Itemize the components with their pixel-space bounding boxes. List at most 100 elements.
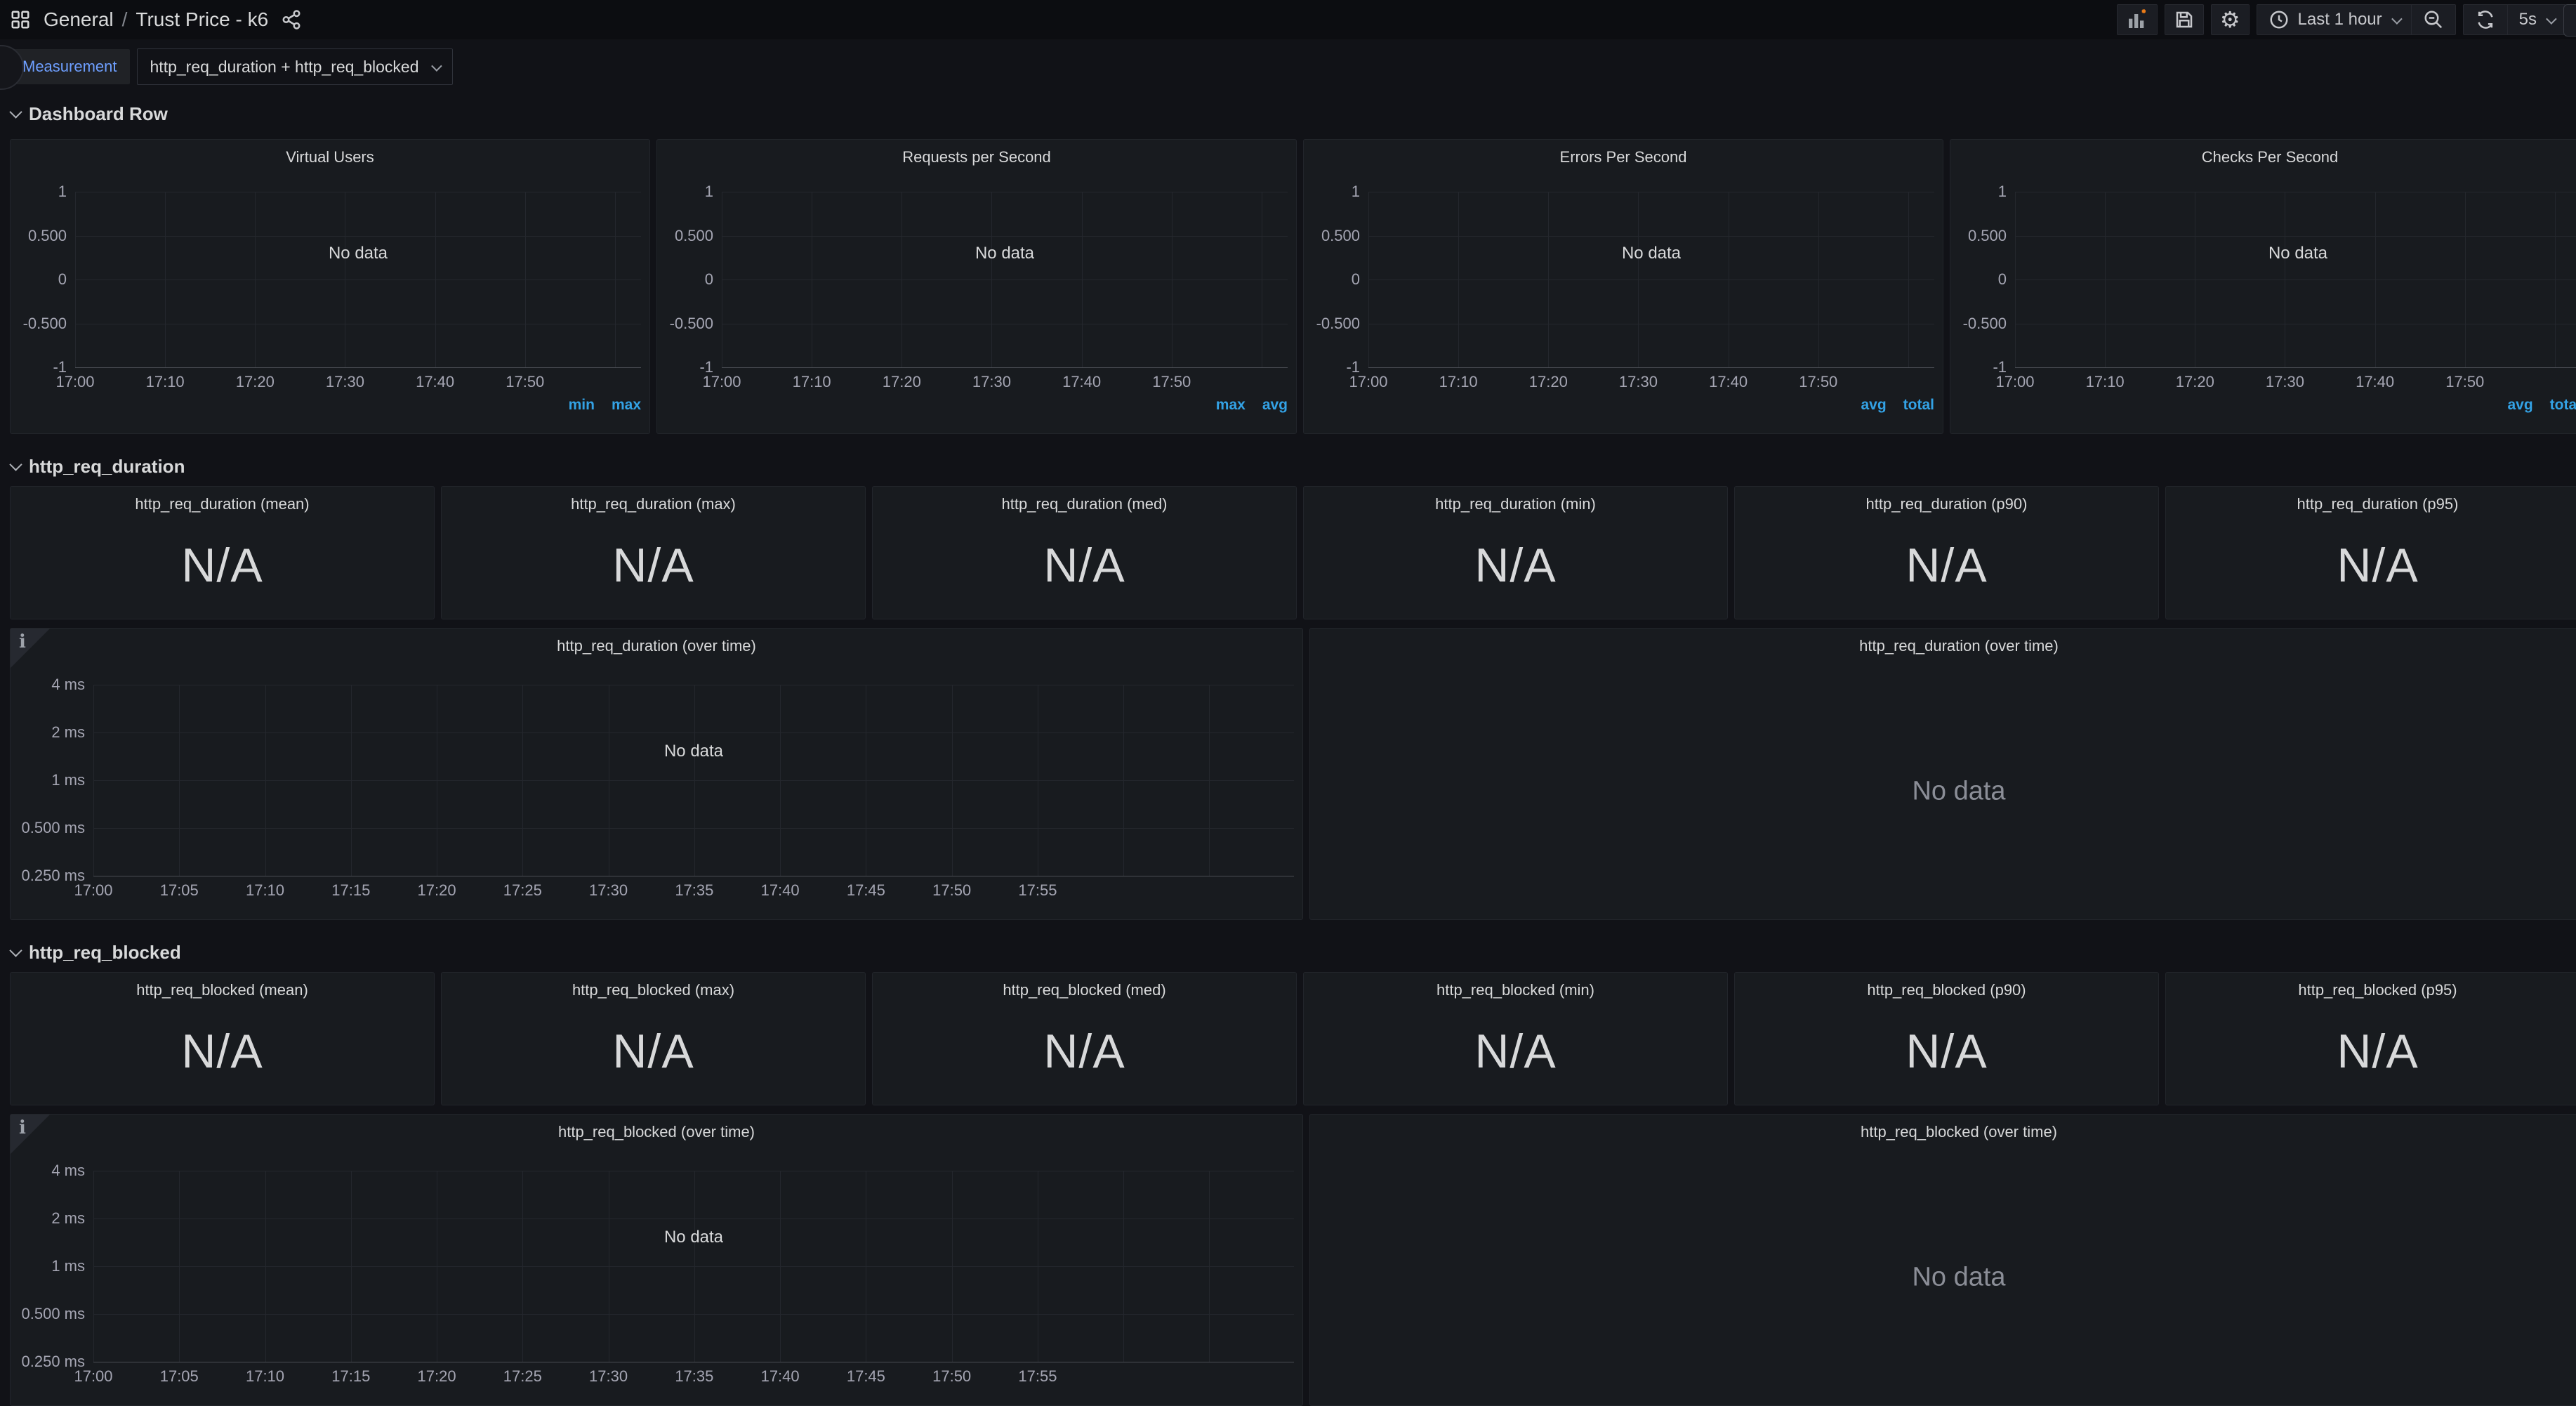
- x-axis-tick-label: 17:00: [1349, 373, 1388, 390]
- legend-item[interactable]: avg: [2507, 397, 2533, 413]
- dashboard-settings-button[interactable]: ⚙: [2210, 4, 2250, 35]
- panel-title[interactable]: http_req_duration (p90): [1865, 495, 2028, 513]
- panel-errors-per-second[interactable]: Errors Per Second 1 0.500 0 -0.500 -1 No data…: [1303, 139, 1943, 434]
- panel-title[interactable]: http_req_blocked (med): [1003, 981, 1166, 999]
- gridline-vertical: [1818, 192, 1819, 367]
- panel-title[interactable]: Virtual Users: [286, 148, 374, 166]
- gridline-vertical: [951, 685, 953, 876]
- legend-item[interactable]: max: [1215, 397, 1246, 413]
- legend-item[interactable]: total: [1903, 397, 1934, 413]
- panel-title[interactable]: http_req_duration (min): [1435, 495, 1596, 513]
- stat-http-req-duration-min[interactable]: http_req_duration (min) N/A: [1303, 486, 1728, 619]
- save-dashboard-button[interactable]: [2164, 4, 2204, 35]
- x-axis-tick-label: 17:20: [235, 373, 275, 390]
- time-range-picker[interactable]: Last 1 hour: [2257, 5, 2411, 34]
- no-data-message: No data: [1912, 776, 2006, 806]
- info-icon[interactable]: i: [19, 631, 26, 652]
- panel-info-corner[interactable]: [11, 629, 50, 668]
- breadcrumb-separator: /: [121, 8, 128, 30]
- dashboard-variables-row: Measurement http_req_duration + http_req…: [0, 45, 2576, 90]
- refresh-button[interactable]: [2464, 5, 2507, 34]
- x-axis-tick-label: 17:50: [1799, 373, 1838, 390]
- panel-title[interactable]: http_req_blocked (min): [1436, 981, 1594, 999]
- dashboards-grid-icon[interactable]: [10, 9, 31, 30]
- panel-title[interactable]: http_req_duration (mean): [135, 495, 310, 513]
- gridline-horizontal: [2015, 235, 2576, 237]
- panel-title[interactable]: http_req_blocked (mean): [136, 981, 308, 999]
- chevron-down-icon: [2546, 13, 2557, 25]
- share-icon[interactable]: [281, 9, 302, 30]
- stat-http-req-duration-p90[interactable]: http_req_duration (p90) N/A: [1734, 486, 2159, 619]
- panel-requests-per-second[interactable]: Requests per Second 1 0.500 0 -0.500 -1 No da…: [656, 139, 1297, 434]
- panel-virtual-users[interactable]: Virtual Users 1 0.500 0 -0.500 -1 No data 17:…: [10, 139, 650, 434]
- panel-legend: min max: [11, 391, 649, 414]
- stat-http-req-duration-med[interactable]: http_req_duration (med) N/A: [872, 486, 1297, 619]
- panel-http-req-duration-over-time-empty[interactable]: http_req_duration (over time) No data: [1309, 628, 2576, 920]
- panel-title[interactable]: Errors Per Second: [1559, 148, 1687, 166]
- gridline-vertical: [93, 1171, 94, 1362]
- stat-http-req-blocked-mean[interactable]: http_req_blocked (mean) N/A: [10, 972, 435, 1105]
- gridline-vertical: [694, 685, 695, 876]
- stat-http-req-duration-mean[interactable]: http_req_duration (mean) N/A: [10, 486, 435, 619]
- y-axis-tick-label: 2 ms: [51, 1209, 85, 1227]
- y-axis-tick-label: 0.500 ms: [21, 819, 86, 836]
- breadcrumb-folder[interactable]: General: [44, 8, 114, 30]
- gridline-horizontal: [93, 732, 1294, 733]
- panel-title[interactable]: http_req_blocked (over time): [557, 1123, 755, 1141]
- gridline-vertical: [435, 192, 436, 367]
- x-axis-tick-label: 17:15: [331, 1367, 371, 1385]
- http-req-duration-stats-row: http_req_duration (mean) N/A http_req_du…: [0, 486, 2576, 619]
- y-axis-tick-label: 4 ms: [51, 676, 85, 693]
- panel-http-req-blocked-over-time-empty[interactable]: http_req_blocked (over time) No data: [1309, 1114, 2576, 1406]
- legend-item[interactable]: min: [568, 397, 595, 413]
- row-header-http-req-duration[interactable]: http_req_duration: [9, 452, 2576, 480]
- panel-legend: max avg: [657, 391, 1296, 414]
- gridline-vertical: [1081, 192, 1083, 367]
- panel-title[interactable]: http_req_blocked (p90): [1867, 981, 2026, 999]
- y-axis-tick-label: 1 ms: [51, 771, 85, 789]
- stat-value: N/A: [1474, 1025, 1557, 1078]
- x-axis-tick-label: 17:50: [1152, 373, 1191, 390]
- panel-title[interactable]: http_req_duration (max): [571, 495, 736, 513]
- legend-item[interactable]: total: [2549, 397, 2576, 413]
- row-header-dashboard-row[interactable]: Dashboard Row: [9, 100, 2576, 128]
- stat-http-req-blocked-med[interactable]: http_req_blocked (med) N/A: [872, 972, 1297, 1105]
- panel-title[interactable]: http_req_duration (over time): [557, 637, 756, 655]
- info-icon[interactable]: i: [19, 1117, 26, 1138]
- stat-http-req-blocked-p90[interactable]: http_req_blocked (p90) N/A: [1734, 972, 2159, 1105]
- row-header-http-req-blocked[interactable]: http_req_blocked: [9, 938, 2576, 966]
- y-axis-tick-label: -0.500: [22, 314, 67, 332]
- stat-http-req-duration-max[interactable]: http_req_duration (max) N/A: [441, 486, 866, 619]
- measurement-variable-dropdown[interactable]: http_req_duration + http_req_blocked: [136, 48, 453, 85]
- x-axis-tick-label: 17:30: [325, 373, 364, 390]
- refresh-icon: [2475, 9, 2496, 30]
- zoom-out-time-button[interactable]: [2410, 5, 2455, 34]
- panel-title[interactable]: http_req_duration (p95): [2297, 495, 2459, 513]
- x-axis-tick-label: 17:00: [1995, 373, 2035, 390]
- stat-http-req-blocked-max[interactable]: http_req_blocked (max) N/A: [441, 972, 866, 1105]
- panel-http-req-blocked-over-time-chart[interactable]: i http_req_blocked (over time) 4 ms 2 ms 1…: [10, 1114, 1303, 1406]
- panel-title[interactable]: Requests per Second: [902, 148, 1051, 166]
- add-panel-button[interactable]: [2116, 4, 2158, 35]
- refresh-interval-label: 5s: [2518, 10, 2537, 29]
- gridline-vertical: [1209, 685, 1210, 876]
- panel-checks-per-second[interactable]: Checks Per Second 1 0.500 0 -0.500 -1 No data…: [1950, 139, 2576, 434]
- refresh-interval-picker[interactable]: 5s: [2506, 5, 2565, 34]
- panel-title[interactable]: http_req_blocked (over time): [1860, 1123, 2058, 1141]
- panel-http-req-duration-over-time-chart[interactable]: i http_req_duration (over time) 4 ms 2 ms…: [10, 628, 1303, 920]
- legend-item[interactable]: avg: [1262, 397, 1288, 413]
- stat-http-req-blocked-min[interactable]: http_req_blocked (min) N/A: [1303, 972, 1728, 1105]
- breadcrumb[interactable]: General / Trust Price - k6: [44, 8, 268, 31]
- stat-http-req-duration-p95[interactable]: http_req_duration (p95) N/A: [2165, 486, 2576, 619]
- panel-title[interactable]: http_req_blocked (p95): [2298, 981, 2457, 999]
- panel-title[interactable]: http_req_duration (over time): [1859, 637, 2059, 655]
- panel-title[interactable]: http_req_blocked (max): [572, 981, 735, 999]
- stat-http-req-blocked-p95[interactable]: http_req_blocked (p95) N/A: [2165, 972, 2576, 1105]
- panel-title[interactable]: http_req_duration (med): [1001, 495, 1168, 513]
- legend-item[interactable]: avg: [1861, 397, 1887, 413]
- legend-item[interactable]: max: [611, 397, 641, 413]
- x-axis-tick-label: 17:30: [972, 373, 1011, 390]
- cutoff-toolbar-button[interactable]: [2563, 4, 2576, 37]
- panel-title[interactable]: Checks Per Second: [2201, 148, 2339, 166]
- panel-info-corner[interactable]: [11, 1115, 50, 1154]
